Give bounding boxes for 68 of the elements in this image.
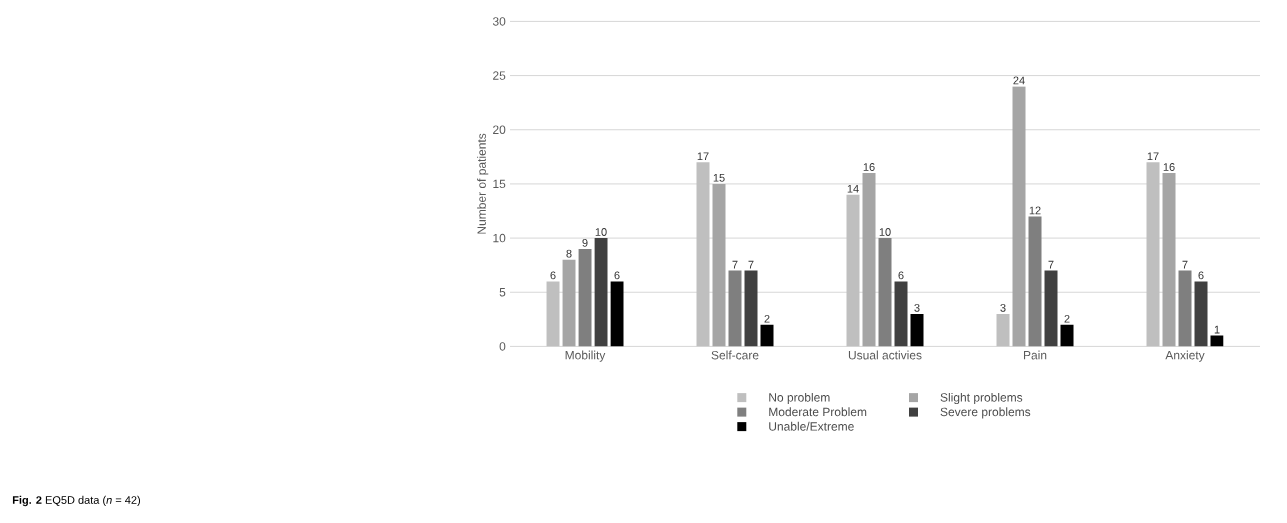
y-tick-label: 30: [492, 17, 506, 26]
y-tick-label: 5: [499, 288, 506, 297]
bar: [728, 270, 742, 347]
data-label: 14: [847, 184, 859, 193]
bar: [894, 281, 908, 347]
bar: [1178, 270, 1192, 347]
data-label: 7: [1048, 260, 1054, 269]
data-label: 15: [713, 174, 725, 182]
data-label: 6: [898, 271, 904, 280]
bar: [546, 281, 560, 347]
data-label: 6: [550, 271, 556, 280]
x-tick-label: Anxiety: [1165, 350, 1205, 362]
data-label: 7: [1182, 260, 1188, 269]
data-label: 24: [1013, 76, 1025, 85]
data-label: 9: [582, 238, 588, 247]
bar: [744, 270, 758, 347]
bar: [878, 238, 892, 347]
bar: [862, 173, 876, 347]
bar: [1028, 216, 1042, 347]
legend-label: Moderate Problem: [769, 407, 867, 417]
data-label: 6: [1198, 271, 1204, 280]
bar: [846, 194, 860, 347]
x-tick-label: Self-care: [711, 350, 759, 360]
bar: [696, 162, 710, 347]
bar: [1194, 281, 1208, 347]
y-axis-title: Number of patients: [477, 133, 489, 234]
bar: [562, 259, 576, 347]
legend-label: Severe problems: [940, 407, 1031, 419]
bar: [610, 281, 624, 347]
legend-label: Slight problems: [940, 392, 1023, 405]
data-label: 16: [1163, 163, 1175, 171]
y-tick-label: 20: [493, 125, 506, 134]
legend-label: No problem: [769, 392, 830, 405]
bar: [760, 324, 774, 347]
text: Fig. 2 EQ5D data (n = 42): [12, 495, 140, 507]
y-tick-label: 10: [493, 233, 506, 243]
data-label: 12: [1029, 206, 1041, 215]
bar: [1060, 324, 1074, 347]
data-label: 10: [879, 228, 891, 236]
data-label: 3: [914, 303, 920, 312]
legend-label: Unable/Extreme: [769, 421, 854, 431]
y-tick-label: 0: [499, 342, 506, 351]
x-tick-label: Pain: [1023, 350, 1047, 360]
bar: [578, 248, 592, 347]
data-label: 17: [697, 152, 709, 161]
bar: [1012, 86, 1026, 347]
data-label: 7: [732, 260, 738, 269]
data-label: 3: [1000, 303, 1006, 312]
data-label: 16: [863, 163, 875, 171]
data-label: 10: [595, 228, 607, 236]
y-tick-label: 25: [493, 71, 506, 80]
y-tick-label: 15: [493, 179, 506, 189]
data-label: 17: [1147, 152, 1159, 161]
data-label: 1: [1214, 325, 1220, 334]
data-label: 6: [614, 271, 620, 280]
bar: [594, 238, 608, 347]
bar: [1044, 270, 1058, 347]
bar: [996, 313, 1010, 347]
bar: [1162, 173, 1176, 347]
x-tick-label: Usual activies: [848, 350, 922, 360]
data-label: 2: [1064, 314, 1070, 323]
bar: [1146, 162, 1160, 347]
bar: [910, 313, 924, 347]
bar: [712, 183, 726, 347]
data-label: 8: [566, 249, 572, 258]
data-label: 2: [764, 314, 770, 323]
data-label: 7: [748, 260, 754, 269]
x-tick-label: Mobility: [565, 350, 606, 362]
